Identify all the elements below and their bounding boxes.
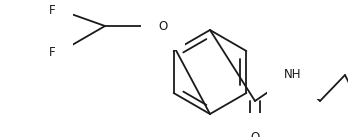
Text: F: F [48,45,55,58]
Text: F: F [48,4,55,16]
Text: O: O [158,19,168,32]
Text: NH: NH [284,68,302,82]
Text: O: O [250,131,260,137]
